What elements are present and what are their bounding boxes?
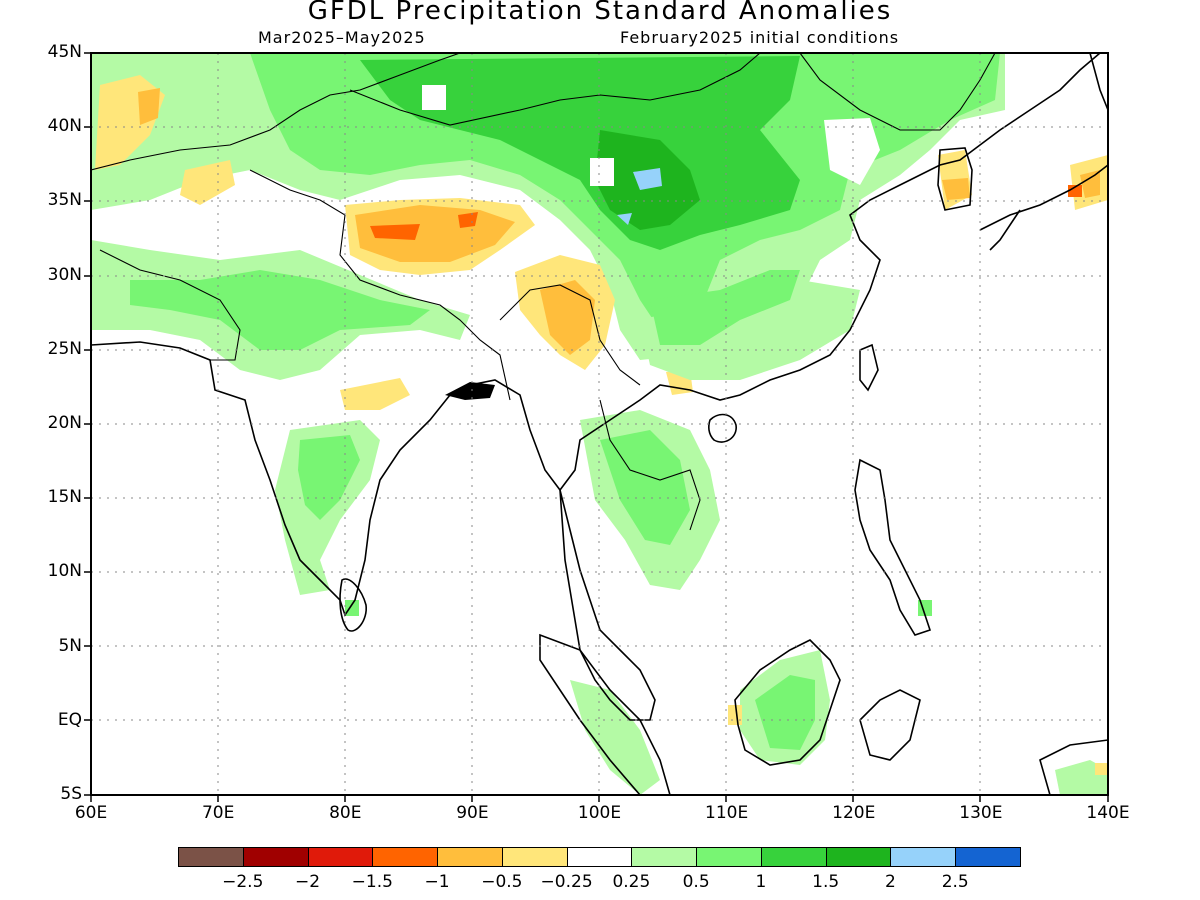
anomaly-region-yunnan-core [540, 280, 595, 355]
lat-tick-label: 5S [60, 784, 82, 804]
anomaly-region-nw-india-core [130, 270, 430, 350]
colorbar-swatch [372, 847, 439, 867]
anomaly-region-korea-core [942, 178, 970, 200]
colorbar-swatch [825, 847, 892, 867]
colorbar-swatch [696, 847, 762, 867]
colorbar-label: −2 [295, 872, 321, 892]
colorbar-label: 1.5 [812, 872, 840, 892]
anomaly-region-japan-core [1080, 170, 1100, 198]
lat-tick-label: 40N [47, 116, 82, 137]
lat-tick-label: 20N [47, 413, 82, 433]
colorbar-label: 2 [885, 872, 896, 892]
anomaly-region-china-peak-1 [633, 168, 662, 190]
anomaly-region-borneo-west [728, 705, 742, 725]
lat-tick-label: 35N [47, 190, 82, 211]
anomaly-region-central-india [340, 378, 410, 410]
anomaly-region-new-guinea-edge [1095, 763, 1108, 775]
lat-tick-label: EQ [57, 709, 82, 730]
anomaly-region-sumatra [570, 680, 660, 795]
coastlines [91, 53, 1108, 795]
anomaly-field [91, 53, 1108, 795]
bangladesh-delta [445, 382, 495, 400]
colorbar-label: −2.5 [222, 872, 264, 892]
anomaly-region-tibet-peak-1 [370, 224, 420, 240]
anomaly-region-peninsular-india-core [298, 435, 360, 520]
colorbar-swatch [955, 847, 1021, 867]
lat-tick-label: 15N [47, 487, 82, 508]
colorbar-label: −0.25 [540, 872, 593, 892]
colorbar-swatch [631, 847, 698, 867]
anomaly-region-china-peak-2 [617, 213, 632, 225]
colorbar-label: 0.5 [682, 872, 710, 892]
colorbar-swatch [760, 847, 827, 867]
colorbar [178, 847, 1021, 869]
colorbar-label: 1 [755, 872, 767, 892]
lat-tick-label: 45N [47, 42, 82, 62]
map-title: GFDL Precipitation Standard Anomalies [307, 0, 893, 26]
colorbar-swatch [178, 847, 244, 867]
lat-tick-label: 30N [47, 264, 82, 285]
anomaly-region-tibet-peak-2 [458, 212, 478, 228]
anomaly-region-borneo-core [755, 675, 815, 750]
lon-tick-label: 70E [201, 803, 235, 823]
anomaly-region-japan-peak [1068, 185, 1082, 197]
lon-tick-label: 120E [832, 803, 876, 823]
colorbar-swatch [566, 847, 633, 867]
colorbar-swatch [437, 847, 503, 867]
initial-conditions: February2025 initial conditions [620, 28, 900, 47]
colorbar-label: 2.5 [941, 872, 969, 892]
colorbar-label: −0.5 [481, 872, 523, 892]
anomaly-region-masked-2 [590, 158, 614, 186]
lon-tick-label: 110E [705, 803, 749, 823]
anomaly-region-masked-1 [422, 85, 446, 110]
colorbar-swatch [890, 847, 957, 867]
axis-ticks [84, 52, 1109, 802]
lon-tick-label: 100E [577, 803, 622, 823]
lat-tick-label: 10N [47, 561, 82, 582]
lat-tick-label: 5N [58, 635, 82, 656]
anomaly-region-sri-lanka [345, 600, 359, 616]
gridlines [91, 53, 1108, 795]
lat-tick-label: 25N [47, 338, 82, 359]
lon-tick-label: 60E [74, 803, 108, 823]
colorbar-swatch [242, 847, 309, 867]
anomaly-region-north-rim [824, 118, 880, 185]
anomaly-region-central-asia-core [138, 88, 160, 125]
lon-tick-label: 140E [1086, 803, 1130, 823]
anomaly-region-new-guinea [1055, 760, 1108, 795]
lon-tick-label: 80E [329, 803, 362, 823]
anomaly-region-se-china-core [650, 270, 800, 345]
forecast-period: Mar2025–May2025 [258, 28, 426, 47]
lon-tick-label: 90E [456, 803, 489, 823]
colorbar-label: −1 [424, 872, 450, 892]
colorbar-label: 0.25 [612, 872, 651, 892]
anomaly-region-se-china [640, 280, 860, 380]
colorbar-label: −1.5 [351, 872, 393, 892]
colorbar-swatch [307, 847, 374, 867]
country-borders [91, 53, 996, 531]
colorbar-swatch [501, 847, 568, 867]
anomaly-region-central-asia-2 [180, 160, 235, 205]
lon-tick-label: 130E [959, 803, 1003, 823]
